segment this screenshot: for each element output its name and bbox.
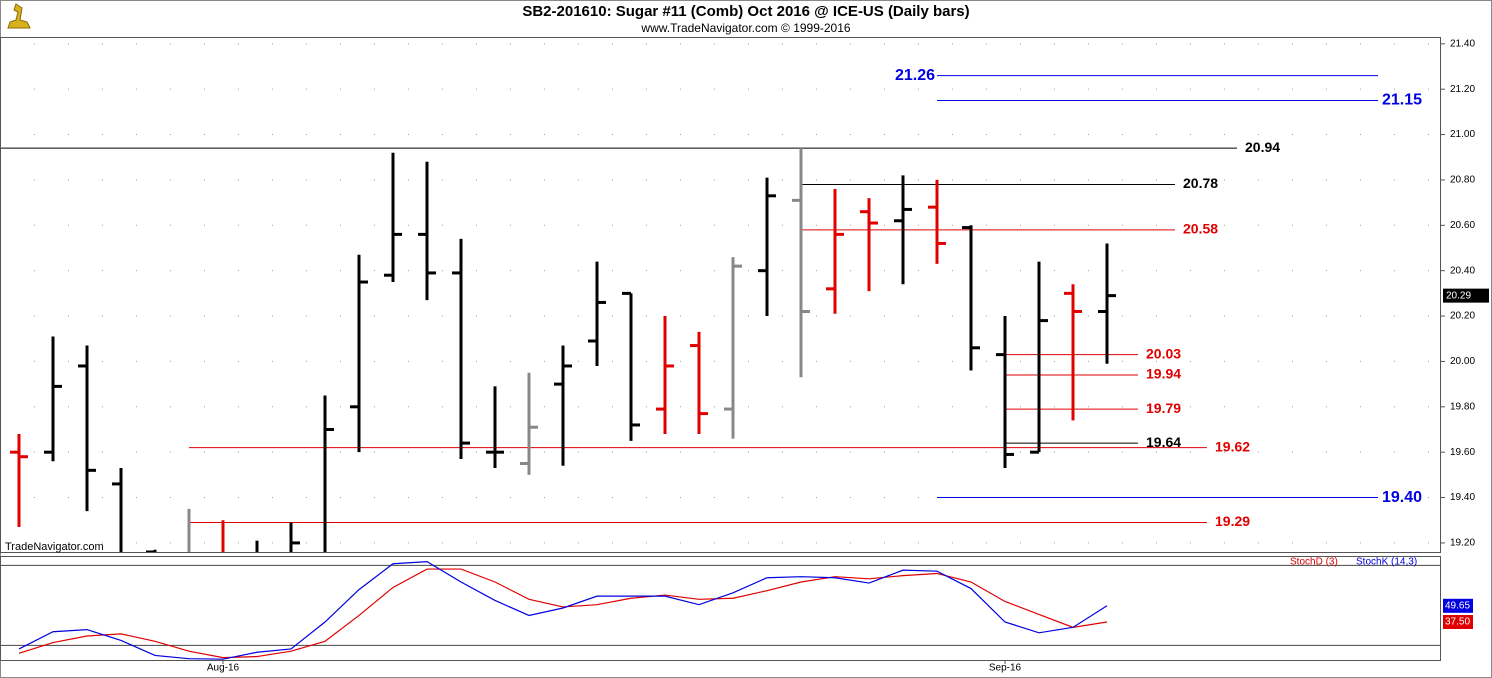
level-label: 20.78 bbox=[1183, 175, 1218, 191]
y-tick-label: 21.40 bbox=[1450, 38, 1475, 49]
price-plot bbox=[1, 43, 1440, 552]
y-tick-label: 20.40 bbox=[1450, 265, 1475, 276]
main-panel bbox=[0, 37, 1441, 553]
y-tick-label: 20.00 bbox=[1450, 356, 1475, 367]
end-label: 37.50 bbox=[1445, 617, 1470, 628]
level-label: 19.79 bbox=[1146, 400, 1181, 416]
stoch-plot bbox=[1, 560, 1440, 660]
y-tick-label: 21.20 bbox=[1450, 84, 1475, 95]
y-tick-label: 19.80 bbox=[1450, 401, 1475, 412]
level-label: 19.94 bbox=[1146, 366, 1181, 382]
chart-title: SB2-201610: Sugar #11 (Comb) Oct 2016 @ … bbox=[522, 3, 969, 20]
level-label: 19.29 bbox=[1215, 513, 1250, 529]
end-label-box bbox=[1443, 598, 1473, 613]
legend-entry: StochD (3) bbox=[1290, 557, 1338, 568]
legend-entry: StochK (14,3) bbox=[1356, 557, 1417, 568]
y-tick-label: 19.60 bbox=[1450, 447, 1475, 458]
watermark: TradeNavigator.com bbox=[5, 541, 104, 553]
overlay: 19.20 19.40 19.60 19.80 20.00 20.20 20.40 20.60… bbox=[207, 38, 1489, 674]
y-tick-label: 20.20 bbox=[1450, 311, 1475, 322]
end-label: 49.65 bbox=[1445, 600, 1470, 611]
level-label: 20.58 bbox=[1183, 221, 1218, 237]
y-tick-label: 21.00 bbox=[1450, 129, 1475, 140]
chart-subtitle: www.TradeNavigator.com © 1999-2016 bbox=[640, 21, 850, 35]
stoch-line bbox=[18, 568, 1108, 659]
last-price-box bbox=[1443, 288, 1489, 303]
y-tick-label: 19.20 bbox=[1450, 538, 1475, 549]
y-tick-label: 19.40 bbox=[1450, 492, 1475, 503]
level-label: 20.94 bbox=[1245, 139, 1280, 155]
end-label-box bbox=[1443, 615, 1473, 629]
stoch-line bbox=[18, 560, 1108, 660]
level-label: 19.64 bbox=[1146, 434, 1181, 450]
level-label: 21.26 bbox=[895, 67, 935, 84]
stoch-panel bbox=[0, 556, 1441, 661]
y-tick-label: 20.80 bbox=[1450, 175, 1475, 186]
x-tick-label: Aug-16 bbox=[207, 663, 240, 674]
last-price-label: 20.29 bbox=[1446, 290, 1471, 301]
level-label: 19.40 bbox=[1382, 489, 1422, 506]
x-tick-label: Sep-16 bbox=[989, 663, 1022, 674]
y-tick-label: 20.60 bbox=[1450, 220, 1475, 231]
level-label: 20.03 bbox=[1146, 345, 1181, 361]
level-label: 21.15 bbox=[1382, 92, 1422, 109]
logo bbox=[7, 3, 31, 29]
level-label: 19.62 bbox=[1215, 438, 1250, 454]
